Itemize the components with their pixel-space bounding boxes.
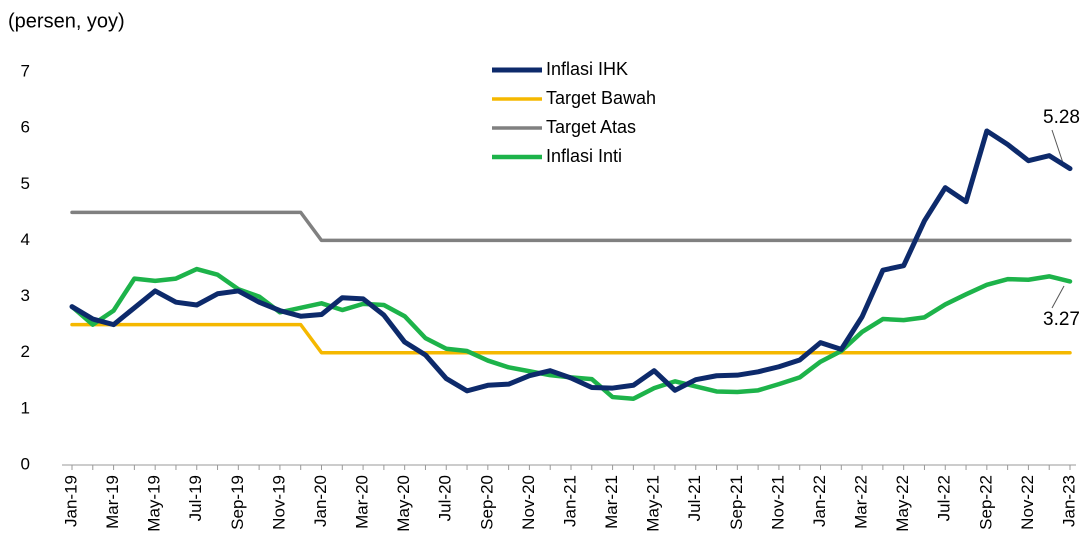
- x-tick-label: Jan-23: [1059, 475, 1078, 527]
- x-tick-label: Sep-19: [228, 475, 247, 530]
- x-tick-label: Jan-20: [311, 475, 330, 527]
- x-tick-label: Mar-20: [353, 475, 372, 529]
- x-tick-label: Mar-22: [852, 475, 871, 529]
- x-tick-label: Jul-21: [685, 475, 704, 521]
- x-tick-label: May-20: [394, 475, 413, 532]
- x-tick-label: Jul-19: [186, 475, 205, 521]
- x-tick-label: Jul-20: [436, 475, 455, 521]
- x-tick-label: May-19: [145, 475, 164, 532]
- x-tick-label: Sep-20: [477, 475, 496, 530]
- x-tick-label: May-22: [893, 475, 912, 532]
- x-tick-label: Mar-19: [103, 475, 122, 529]
- leader-line: [1051, 285, 1065, 309]
- annotation: 5.28: [1043, 107, 1080, 128]
- series-line: [70, 210, 1072, 243]
- legend-label: Inflasi Inti: [546, 146, 622, 166]
- x-tick-label: May-21: [644, 475, 663, 532]
- x-tick-label: Jan-19: [61, 475, 80, 527]
- x-tick-label: Nov-22: [1018, 475, 1037, 530]
- y-tick-label: 2: [21, 342, 30, 361]
- series-line: [70, 322, 1072, 355]
- x-tick-label: Nov-21: [768, 475, 787, 530]
- y-tick-label: 5: [21, 174, 30, 193]
- y-axis-label: (persen, yoy): [8, 10, 125, 32]
- y-tick-label: 0: [21, 454, 30, 473]
- y-tick-label: 3: [21, 286, 30, 305]
- y-tick-label: 7: [21, 61, 30, 80]
- leader-line: [1051, 129, 1065, 167]
- x-tick-label: Mar-21: [602, 475, 621, 529]
- x-tick-label: Sep-21: [727, 475, 746, 530]
- x-tick-label: Jul-22: [935, 475, 954, 521]
- x-tick-label: Jan-22: [810, 475, 829, 527]
- y-tick-label: 6: [21, 118, 30, 137]
- legend-label: Inflasi IHK: [546, 59, 628, 79]
- annotation: 3.27: [1043, 309, 1080, 330]
- x-tick-label: Sep-22: [976, 475, 995, 530]
- x-tick-label: Nov-20: [519, 475, 538, 530]
- series-line: [69, 128, 1073, 394]
- y-tick-label: 4: [21, 230, 30, 249]
- y-tick-label: 1: [21, 398, 30, 417]
- x-tick-label: Jan-21: [560, 475, 579, 527]
- x-tick-label: Nov-19: [269, 475, 288, 530]
- legend-label: Target Bawah: [546, 88, 656, 108]
- legend-label: Target Atas: [546, 117, 636, 137]
